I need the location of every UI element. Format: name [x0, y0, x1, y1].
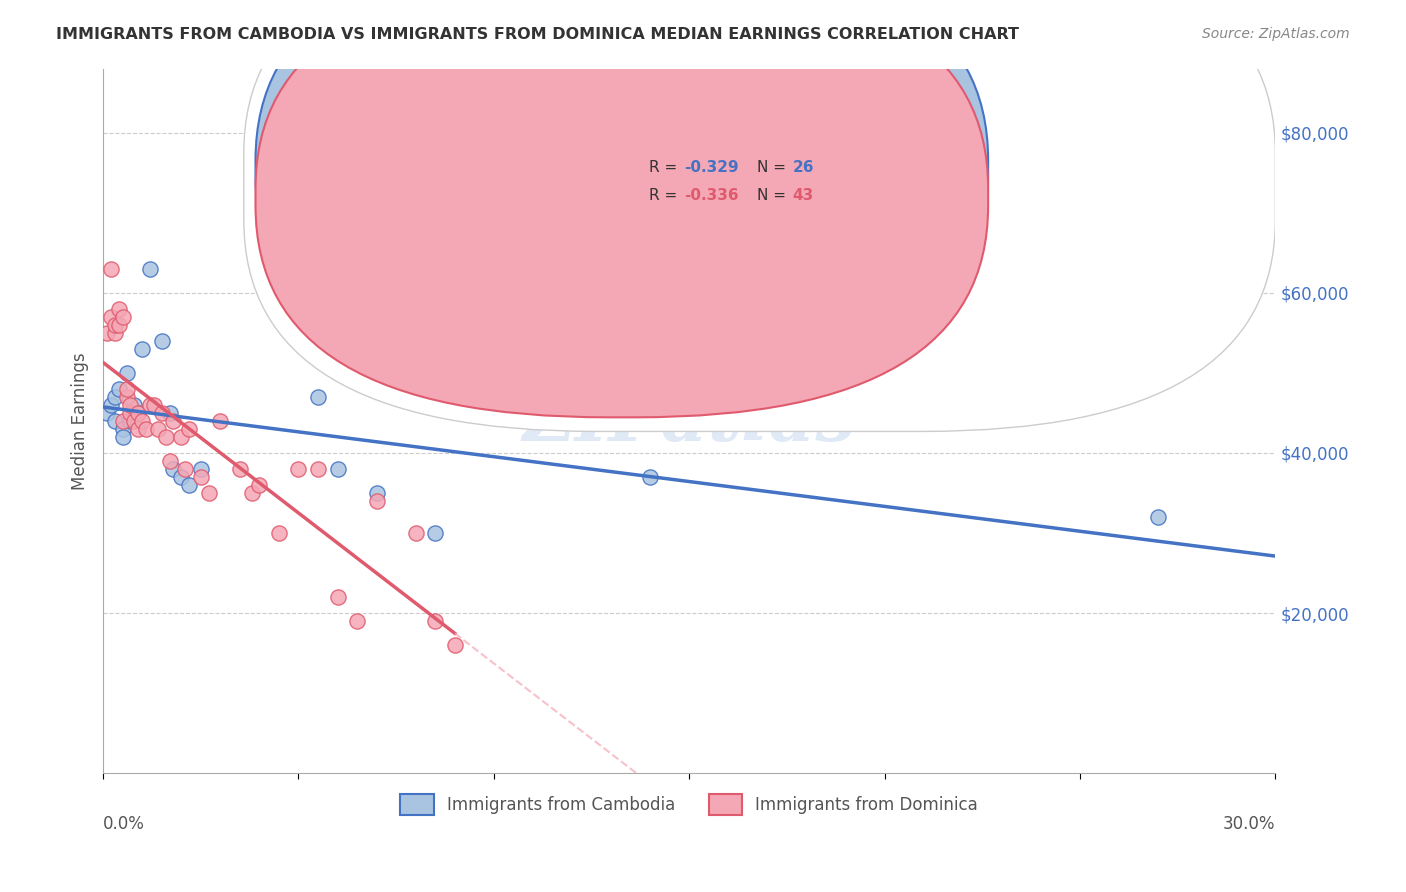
Point — [197, 486, 219, 500]
Point — [155, 430, 177, 444]
Point — [443, 638, 465, 652]
Point — [159, 406, 181, 420]
Text: Source: ZipAtlas.com: Source: ZipAtlas.com — [1202, 27, 1350, 41]
FancyBboxPatch shape — [256, 0, 988, 389]
Point — [307, 462, 329, 476]
Point — [100, 261, 122, 276]
Point — [170, 430, 193, 444]
Point — [366, 494, 388, 508]
Text: ZIPatlas: ZIPatlas — [522, 385, 856, 457]
Point — [405, 525, 427, 540]
Point — [287, 462, 309, 476]
Point — [177, 422, 200, 436]
Point — [96, 406, 118, 420]
Point — [107, 301, 129, 316]
Point — [162, 462, 184, 476]
Point — [104, 318, 127, 332]
Point — [229, 462, 252, 476]
Point — [100, 310, 122, 324]
Point — [96, 326, 118, 340]
Point — [111, 430, 134, 444]
Point — [127, 422, 149, 436]
Point — [638, 470, 661, 484]
Point — [522, 406, 544, 420]
Text: R =: R = — [650, 188, 682, 202]
Point — [366, 486, 388, 500]
Text: N =: N = — [758, 188, 792, 202]
Point — [111, 422, 134, 436]
Text: N =: N = — [758, 160, 792, 175]
Point — [107, 318, 129, 332]
Point — [249, 478, 271, 492]
Point — [135, 422, 157, 436]
Point — [174, 462, 197, 476]
Text: 30.0%: 30.0% — [1223, 815, 1275, 833]
Point — [120, 414, 142, 428]
Point — [209, 414, 232, 428]
Point — [107, 382, 129, 396]
Point — [267, 525, 290, 540]
Point — [115, 366, 138, 380]
Point — [170, 470, 193, 484]
Point — [127, 406, 149, 420]
Point — [111, 414, 134, 428]
Point — [120, 406, 142, 420]
Point — [120, 398, 142, 412]
Legend: Immigrants from Cambodia, Immigrants from Dominica: Immigrants from Cambodia, Immigrants fro… — [394, 788, 984, 822]
Point — [111, 310, 134, 324]
Point — [104, 414, 127, 428]
Point — [1147, 510, 1170, 524]
Text: 26: 26 — [793, 160, 814, 175]
Point — [131, 342, 153, 356]
Point — [127, 406, 149, 420]
Point — [159, 454, 181, 468]
Point — [104, 390, 127, 404]
Point — [139, 261, 162, 276]
Point — [146, 422, 169, 436]
Point — [307, 390, 329, 404]
Point — [100, 398, 122, 412]
Text: IMMIGRANTS FROM CAMBODIA VS IMMIGRANTS FROM DOMINICA MEDIAN EARNINGS CORRELATION: IMMIGRANTS FROM CAMBODIA VS IMMIGRANTS F… — [56, 27, 1019, 42]
Point — [190, 470, 212, 484]
Text: 0.0%: 0.0% — [103, 815, 145, 833]
Point — [131, 414, 153, 428]
Point — [162, 414, 184, 428]
Point — [346, 614, 368, 628]
Point — [326, 462, 349, 476]
Point — [425, 525, 447, 540]
Text: R =: R = — [650, 160, 682, 175]
Text: 43: 43 — [793, 188, 814, 202]
Point — [425, 614, 447, 628]
Point — [124, 398, 146, 412]
Point — [190, 462, 212, 476]
Point — [240, 486, 263, 500]
Point — [115, 390, 138, 404]
Point — [177, 478, 200, 492]
FancyBboxPatch shape — [256, 0, 988, 417]
Point — [142, 398, 165, 412]
Point — [139, 398, 162, 412]
Point — [104, 326, 127, 340]
Point — [150, 406, 173, 420]
Point — [150, 334, 173, 348]
Point — [115, 382, 138, 396]
Y-axis label: Median Earnings: Median Earnings — [72, 352, 89, 490]
Point — [124, 414, 146, 428]
FancyBboxPatch shape — [243, 0, 1275, 432]
Text: -0.336: -0.336 — [685, 188, 740, 202]
Text: -0.329: -0.329 — [685, 160, 740, 175]
Point — [326, 590, 349, 604]
